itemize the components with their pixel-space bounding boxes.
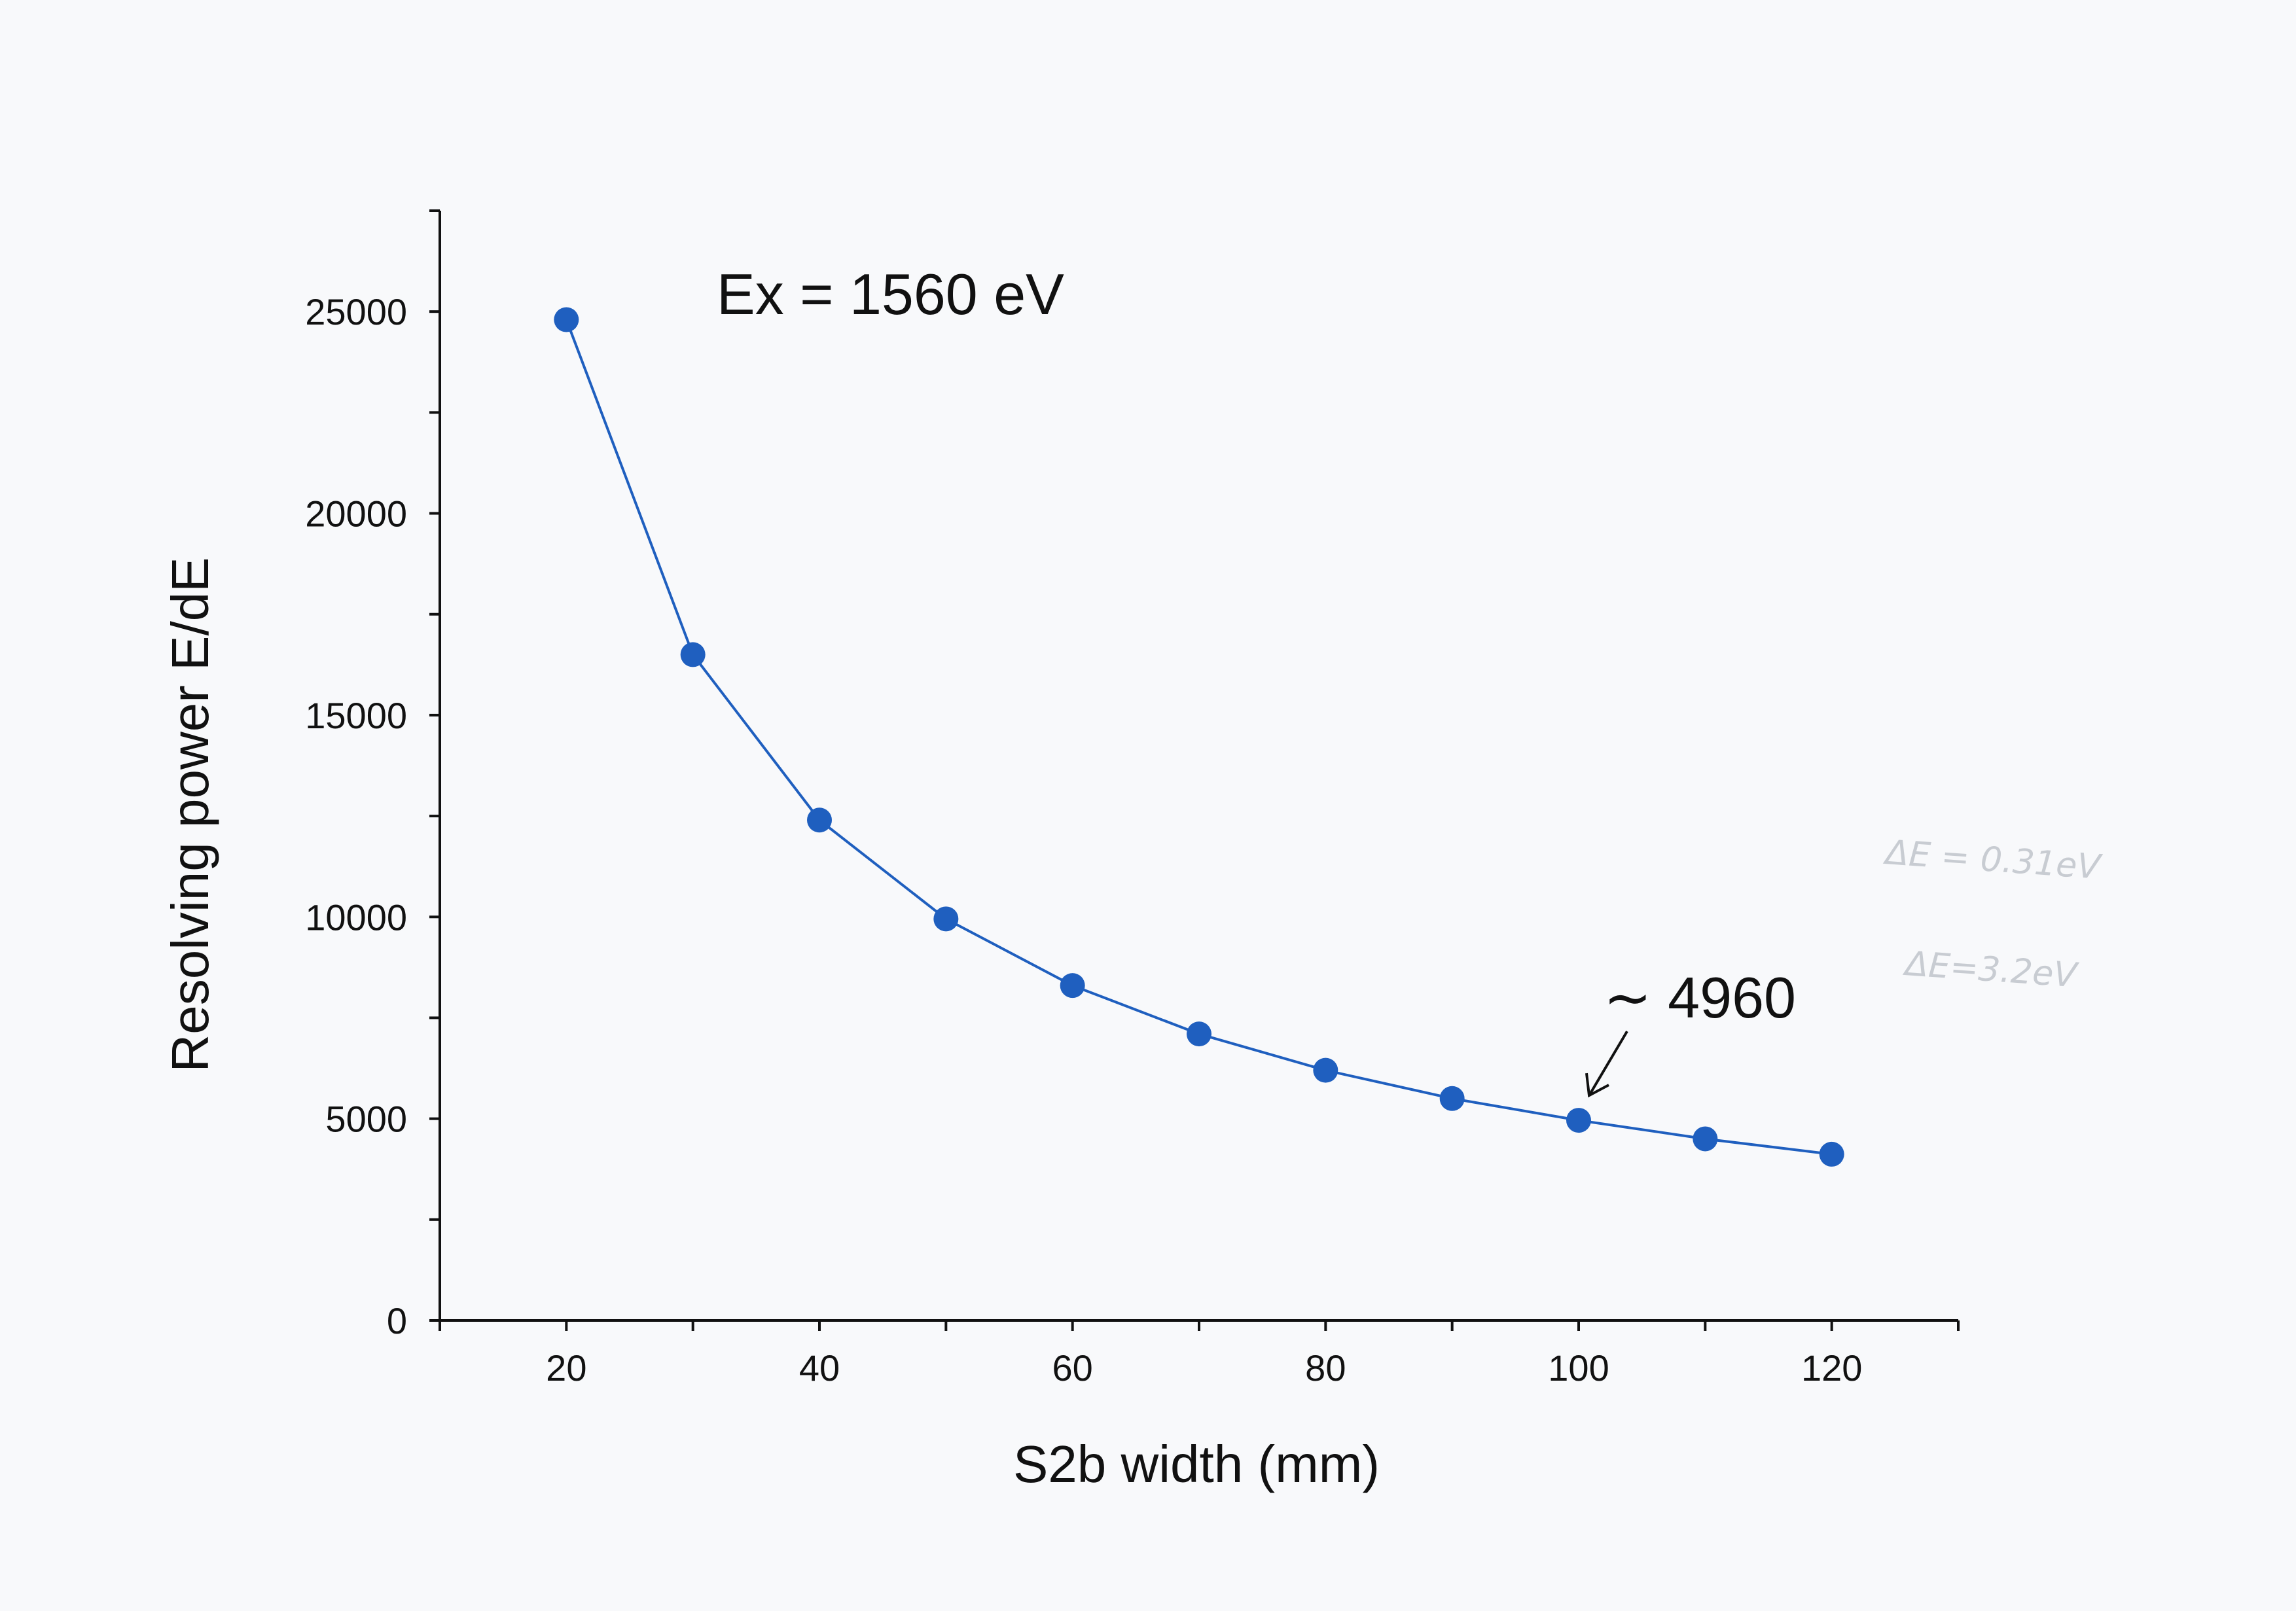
handwritten-note-2: ΔE=3.2eV (1901, 944, 2080, 996)
series-layer (554, 307, 1844, 1167)
handwritten-note-1: ΔE = 0.31eV (1882, 833, 2104, 887)
data-point (1060, 973, 1085, 999)
y-tick-label: 5000 (325, 1099, 407, 1140)
x-tick-label: 40 (799, 1347, 840, 1389)
annotation-layer: Ex = 1560 eV ∼ 4960 ΔE = 0.31eV ΔE=3.2eV (717, 262, 2104, 1098)
y-tick-label: 15000 (305, 695, 407, 736)
y-tick-label: 25000 (305, 291, 407, 332)
data-point (807, 807, 832, 833)
data-point (1693, 1126, 1718, 1152)
data-point (1439, 1086, 1465, 1111)
callout-label: ∼ 4960 (1604, 965, 1796, 1030)
condition-label: Ex = 1560 eV (717, 262, 1064, 327)
x-tick-label: 120 (1801, 1347, 1862, 1389)
x-ticks: 20 40 60 80 100 120 (439, 1320, 1960, 1389)
x-tick-label: 20 (546, 1347, 586, 1389)
data-point (933, 906, 959, 932)
y-tick-label: 0 (387, 1300, 407, 1341)
y-axis-title: Resolving power E/dE (161, 557, 219, 1072)
x-tick-label: 80 (1305, 1347, 1346, 1389)
y-tick-label: 10000 (305, 896, 407, 938)
x-tick-label: 60 (1052, 1347, 1093, 1389)
callout-arrow (1588, 1031, 1628, 1097)
data-point (1819, 1141, 1844, 1167)
data-point (1313, 1057, 1338, 1083)
x-tick-label: 100 (1548, 1347, 1609, 1389)
data-point (1187, 1021, 1211, 1047)
callout-arrow-head (1585, 1072, 1609, 1098)
data-point (680, 642, 706, 667)
y-tick-label: 20000 (305, 493, 407, 535)
data-point (554, 307, 579, 332)
data-point (1566, 1108, 1591, 1133)
x-axis-title: S2b width (mm) (1013, 1435, 1380, 1493)
axes: 0 5000 10000 15000 20000 25000 20 40 60 80 100 120 (305, 209, 1960, 1389)
y-ticks: 0 5000 10000 15000 20000 25000 (305, 209, 440, 1341)
